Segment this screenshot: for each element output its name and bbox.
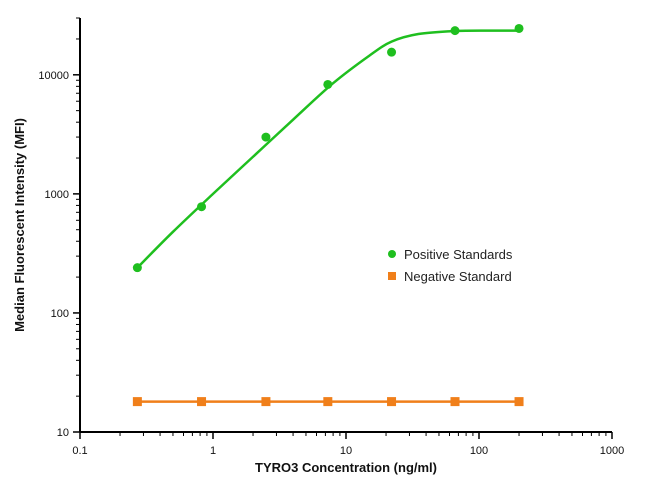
legend-marker — [388, 250, 396, 258]
x-tick-label: 0.1 — [72, 445, 87, 457]
legend-label: Positive Standards — [404, 247, 513, 262]
x-tick-label: 100 — [470, 445, 488, 457]
data-point — [450, 397, 460, 407]
y-tick-label: 100 — [51, 308, 69, 320]
data-point — [323, 397, 333, 407]
data-point — [450, 26, 460, 36]
legend: Positive Standards Negative Standard — [388, 247, 513, 284]
x-axis-title: TYRO3 Concentration (ng/ml) — [255, 460, 437, 475]
y-axis-title: Median Fluorescent Intensity (MFI) — [12, 118, 27, 332]
data-point — [132, 397, 142, 407]
legend-label: Negative Standard — [404, 269, 512, 284]
series-line-1 — [136, 29, 520, 269]
data-point — [261, 397, 271, 407]
data-point — [261, 132, 271, 142]
legend-marker — [388, 272, 396, 280]
data-point — [197, 397, 207, 407]
data-point — [323, 79, 333, 89]
y-tick-label: 1000 — [45, 189, 69, 201]
data-point — [387, 47, 397, 57]
x-tick-label: 10 — [340, 445, 352, 457]
axes: 0.1 1 10 100 1000 10 100 1000 10000 — [38, 17, 624, 457]
x-tick-label: 1 — [210, 445, 216, 457]
data-point — [514, 23, 524, 33]
y-tick-label: 10 — [57, 427, 69, 439]
data-point — [132, 263, 142, 273]
data-point — [387, 397, 397, 407]
x-tick-label: 1000 — [600, 445, 624, 457]
data-points — [132, 23, 524, 407]
data-point — [514, 397, 524, 407]
y-tick-label: 10000 — [38, 70, 69, 82]
data-point — [197, 202, 207, 212]
